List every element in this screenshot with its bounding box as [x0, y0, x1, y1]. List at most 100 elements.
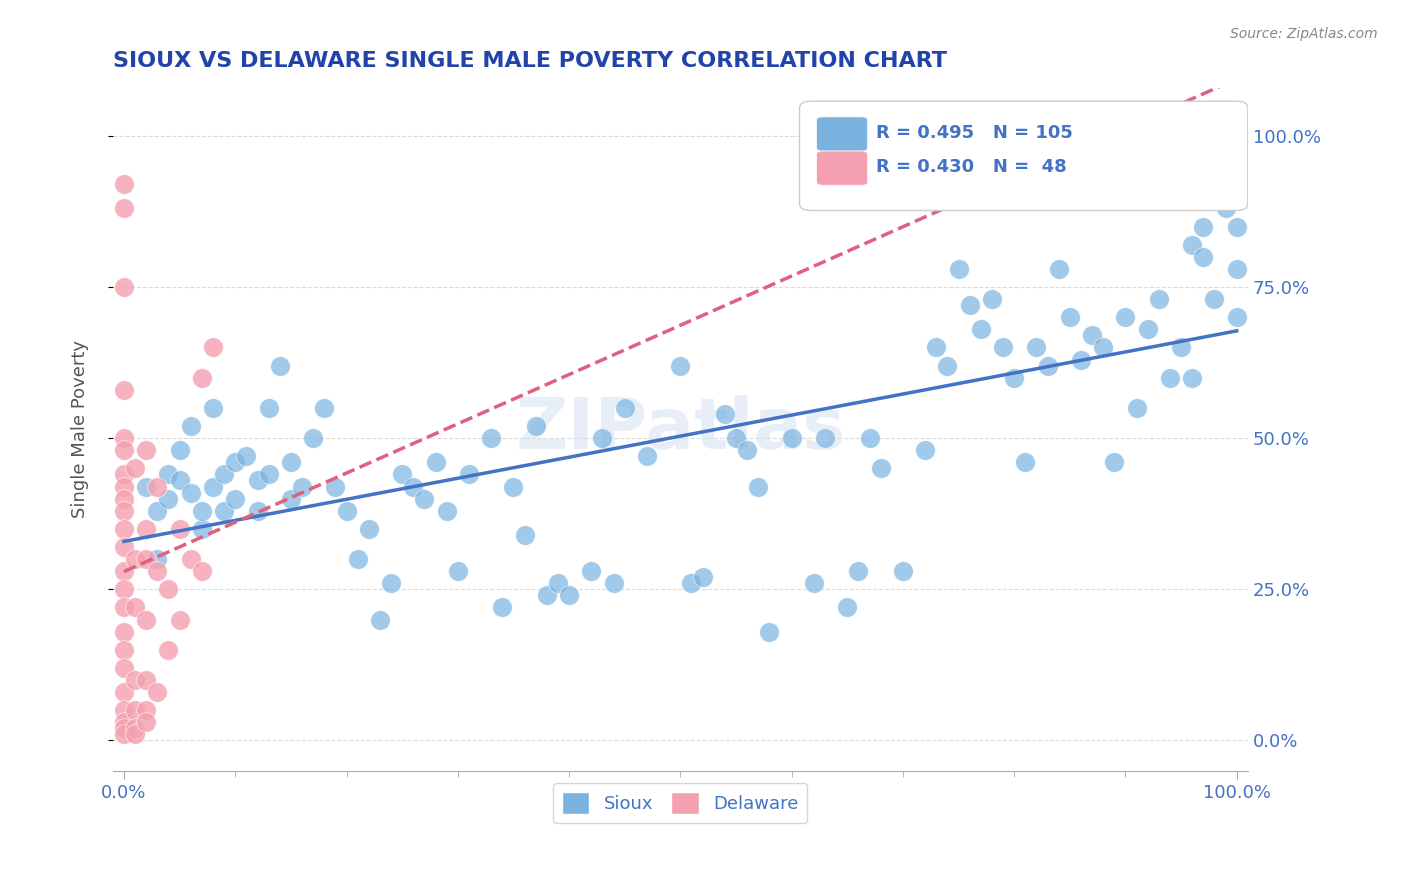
Point: [814, 431, 837, 445]
Point: [669, 359, 692, 373]
Point: [112, 491, 135, 506]
Point: [124, 461, 146, 475]
Point: [368, 613, 391, 627]
Y-axis label: Single Male Poverty: Single Male Poverty: [72, 340, 89, 518]
Point: [1081, 328, 1104, 343]
Point: [1226, 189, 1249, 203]
Point: [1215, 159, 1237, 173]
Point: [959, 298, 981, 312]
Point: [212, 467, 235, 482]
FancyBboxPatch shape: [800, 101, 1249, 211]
Point: [413, 491, 436, 506]
Point: [581, 564, 603, 578]
Point: [212, 504, 235, 518]
Point: [1192, 250, 1215, 264]
Point: [1226, 219, 1249, 234]
Point: [1114, 310, 1136, 325]
Point: [135, 715, 157, 730]
Point: [558, 588, 581, 602]
Point: [291, 479, 314, 493]
Point: [1036, 359, 1059, 373]
Text: ZIPatlas: ZIPatlas: [515, 394, 845, 464]
Point: [135, 479, 157, 493]
Point: [112, 479, 135, 493]
Point: [124, 703, 146, 717]
Point: [980, 292, 1002, 306]
Point: [112, 178, 135, 192]
Point: [124, 727, 146, 741]
Point: [425, 455, 447, 469]
Point: [402, 479, 425, 493]
Point: [180, 485, 202, 500]
Point: [112, 522, 135, 536]
Point: [681, 576, 703, 591]
Point: [1014, 455, 1036, 469]
Point: [124, 600, 146, 615]
Point: [780, 431, 803, 445]
Point: [1070, 352, 1092, 367]
Point: [157, 642, 180, 657]
Point: [735, 443, 758, 458]
Point: [169, 443, 191, 458]
Point: [524, 419, 547, 434]
Point: [246, 474, 269, 488]
Point: [157, 582, 180, 597]
Point: [191, 564, 214, 578]
Point: [257, 401, 280, 415]
Point: [112, 661, 135, 675]
Point: [714, 407, 737, 421]
Point: [314, 401, 336, 415]
Point: [325, 479, 347, 493]
Point: [1136, 322, 1159, 336]
Point: [1181, 370, 1204, 384]
Point: [1159, 370, 1181, 384]
Point: [1025, 341, 1047, 355]
Point: [191, 504, 214, 518]
Point: [479, 431, 502, 445]
Point: [1047, 261, 1070, 276]
Point: [112, 443, 135, 458]
Point: [112, 624, 135, 639]
Point: [135, 613, 157, 627]
Point: [191, 522, 214, 536]
Point: [970, 322, 993, 336]
Point: [112, 722, 135, 736]
Point: [724, 431, 747, 445]
Point: [613, 401, 636, 415]
Point: [112, 727, 135, 741]
Text: R = 0.495   N = 105: R = 0.495 N = 105: [876, 124, 1073, 143]
Point: [112, 383, 135, 397]
Point: [112, 642, 135, 657]
Point: [591, 431, 613, 445]
Point: [124, 552, 146, 566]
Point: [602, 576, 624, 591]
Point: [112, 703, 135, 717]
Point: [502, 479, 524, 493]
Text: Source: ZipAtlas.com: Source: ZipAtlas.com: [1230, 27, 1378, 41]
Point: [146, 479, 169, 493]
Point: [636, 450, 658, 464]
Text: SIOUX VS DELAWARE SINGLE MALE POVERTY CORRELATION CHART: SIOUX VS DELAWARE SINGLE MALE POVERTY CO…: [112, 51, 946, 70]
Point: [112, 582, 135, 597]
Point: [380, 576, 402, 591]
Point: [112, 540, 135, 554]
Point: [235, 450, 257, 464]
Point: [357, 522, 380, 536]
Point: [169, 474, 191, 488]
Point: [1192, 219, 1215, 234]
Point: [112, 202, 135, 216]
Point: [491, 600, 513, 615]
Point: [837, 600, 859, 615]
Point: [112, 431, 135, 445]
Point: [1181, 237, 1204, 252]
Point: [536, 588, 558, 602]
Point: [547, 576, 569, 591]
Point: [180, 419, 202, 434]
Point: [747, 479, 769, 493]
Point: [224, 491, 246, 506]
Point: [692, 570, 714, 584]
Point: [201, 401, 224, 415]
Point: [146, 564, 169, 578]
Point: [447, 564, 470, 578]
Point: [112, 685, 135, 699]
